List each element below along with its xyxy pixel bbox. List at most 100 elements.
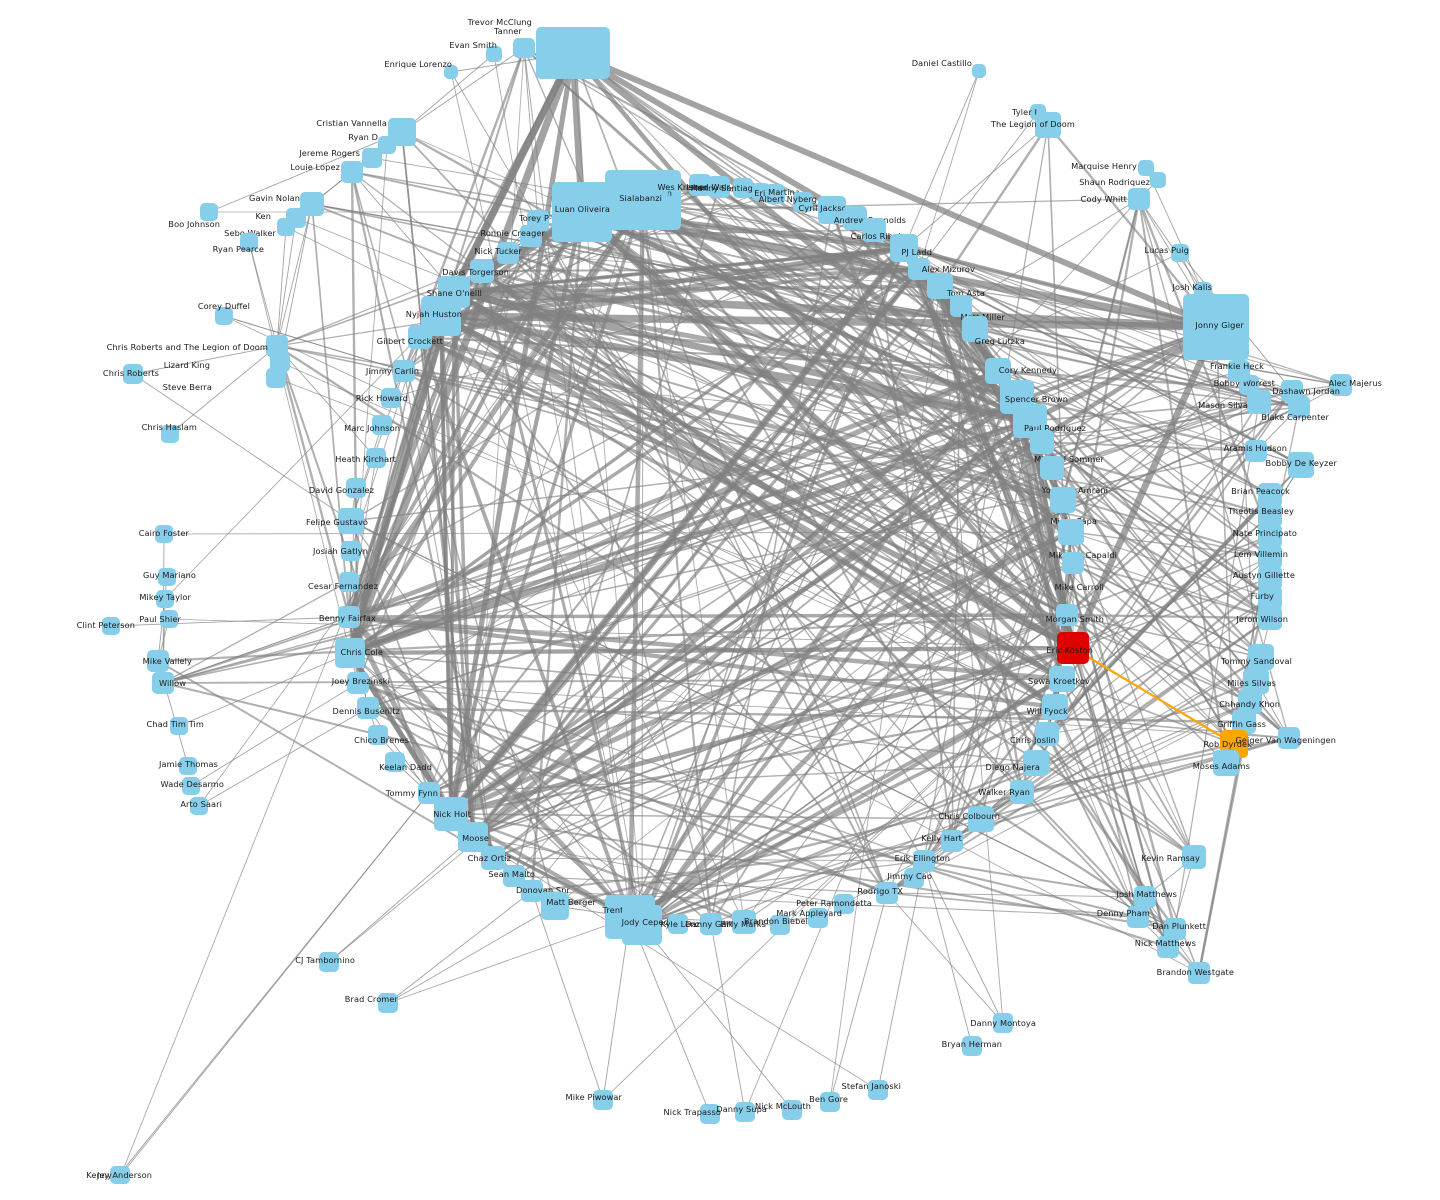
graph-node[interactable] — [147, 650, 169, 672]
graph-node[interactable] — [470, 259, 494, 283]
graph-node[interactable] — [1288, 396, 1310, 418]
graph-node[interactable] — [1183, 294, 1249, 360]
graph-node[interactable] — [1278, 727, 1300, 749]
graph-node[interactable] — [985, 358, 1011, 384]
graph-node[interactable] — [1228, 360, 1250, 382]
graph-node[interactable] — [339, 572, 359, 592]
graph-node[interactable] — [732, 910, 756, 934]
graph-node[interactable] — [1010, 780, 1034, 804]
graph-node[interactable] — [876, 882, 898, 904]
graph-node[interactable] — [346, 478, 366, 498]
graph-node[interactable] — [338, 508, 364, 534]
graph-node[interactable] — [765, 184, 785, 204]
graph-node[interactable] — [1035, 112, 1061, 138]
graph-node[interactable] — [170, 717, 188, 735]
graph-node[interactable] — [277, 218, 295, 236]
graph-node[interactable] — [1248, 644, 1274, 670]
graph-node[interactable] — [962, 1036, 982, 1056]
graph-node[interactable] — [155, 525, 173, 543]
graph-node[interactable] — [904, 868, 924, 888]
graph-node[interactable] — [890, 234, 918, 262]
graph-node[interactable] — [112, 1166, 130, 1184]
graph-node[interactable] — [357, 697, 379, 719]
graph-node[interactable] — [1288, 452, 1314, 478]
graph-node[interactable] — [335, 638, 365, 668]
graph-node[interactable] — [1258, 606, 1282, 630]
graph-node[interactable] — [200, 203, 218, 221]
graph-node[interactable] — [1188, 962, 1210, 984]
graph-node[interactable] — [158, 568, 176, 586]
graph-node[interactable] — [503, 865, 525, 887]
graph-node[interactable] — [266, 368, 286, 388]
graph-node[interactable] — [1157, 936, 1179, 958]
graph-node[interactable] — [161, 425, 179, 443]
graph-node[interactable] — [378, 993, 398, 1013]
graph-node[interactable] — [341, 541, 361, 561]
graph-node[interactable] — [1062, 552, 1084, 574]
graph-node[interactable] — [1182, 845, 1206, 869]
graph-node[interactable] — [102, 617, 120, 635]
graph-node[interactable] — [1245, 440, 1267, 462]
graph-node[interactable] — [993, 1013, 1013, 1033]
graph-node[interactable] — [552, 182, 612, 242]
graph-node[interactable] — [668, 914, 688, 934]
graph-node[interactable] — [1058, 519, 1084, 545]
graph-node[interactable] — [1213, 750, 1239, 776]
graph-node[interactable] — [950, 295, 972, 317]
graph-node[interactable] — [735, 1102, 755, 1122]
graph-node[interactable] — [1258, 503, 1282, 527]
graph-node[interactable] — [1138, 160, 1154, 176]
graph-node[interactable] — [1134, 886, 1156, 908]
graph-node[interactable] — [913, 850, 935, 872]
graph-node[interactable] — [215, 307, 233, 325]
graph-node[interactable] — [1247, 390, 1271, 414]
graph-node[interactable] — [593, 1090, 613, 1110]
graph-node[interactable] — [319, 952, 339, 972]
graph-node[interactable] — [1164, 918, 1186, 940]
graph-node[interactable] — [1150, 172, 1166, 188]
graph-node[interactable] — [347, 672, 369, 694]
graph-node[interactable] — [444, 65, 458, 79]
graph-node[interactable] — [1057, 632, 1089, 664]
graph-node[interactable] — [1030, 430, 1054, 454]
graph-node[interactable] — [1258, 545, 1282, 569]
graph-node[interactable] — [700, 913, 722, 935]
graph-node[interactable] — [908, 258, 930, 280]
graph-node[interactable] — [362, 148, 382, 168]
graph-node[interactable] — [393, 360, 415, 382]
graph-node[interactable] — [378, 136, 396, 154]
graph-node[interactable] — [541, 892, 569, 920]
graph-node[interactable] — [266, 335, 288, 357]
graph-node[interactable] — [182, 777, 200, 795]
graph-node[interactable] — [927, 273, 953, 299]
graph-node[interactable] — [708, 176, 730, 198]
graph-node[interactable] — [341, 161, 363, 183]
graph-node[interactable] — [1243, 668, 1269, 694]
graph-node[interactable] — [366, 448, 386, 468]
graph-node[interactable] — [1056, 604, 1078, 626]
graph-node[interactable] — [1049, 666, 1075, 692]
graph-node[interactable] — [513, 38, 535, 58]
graph-node[interactable] — [270, 352, 290, 372]
graph-node[interactable] — [818, 196, 846, 224]
graph-node[interactable] — [152, 672, 174, 694]
graph-node[interactable] — [1050, 487, 1076, 513]
graph-node[interactable] — [1330, 374, 1352, 396]
graph-node[interactable] — [622, 905, 662, 945]
graph-node[interactable] — [770, 915, 790, 935]
graph-node[interactable] — [156, 590, 174, 608]
graph-node[interactable] — [1035, 722, 1059, 746]
graph-node[interactable] — [962, 316, 988, 342]
graph-node[interactable] — [972, 64, 986, 78]
graph-node[interactable] — [160, 610, 178, 628]
graph-node[interactable] — [941, 830, 963, 852]
graph-node[interactable] — [190, 797, 208, 815]
graph-node[interactable] — [834, 894, 854, 914]
graph-node[interactable] — [240, 233, 258, 251]
graph-node[interactable] — [968, 806, 994, 832]
graph-node[interactable] — [368, 725, 388, 745]
graph-node[interactable] — [381, 388, 401, 408]
graph-node[interactable] — [733, 178, 753, 198]
graph-node[interactable] — [1023, 750, 1049, 776]
